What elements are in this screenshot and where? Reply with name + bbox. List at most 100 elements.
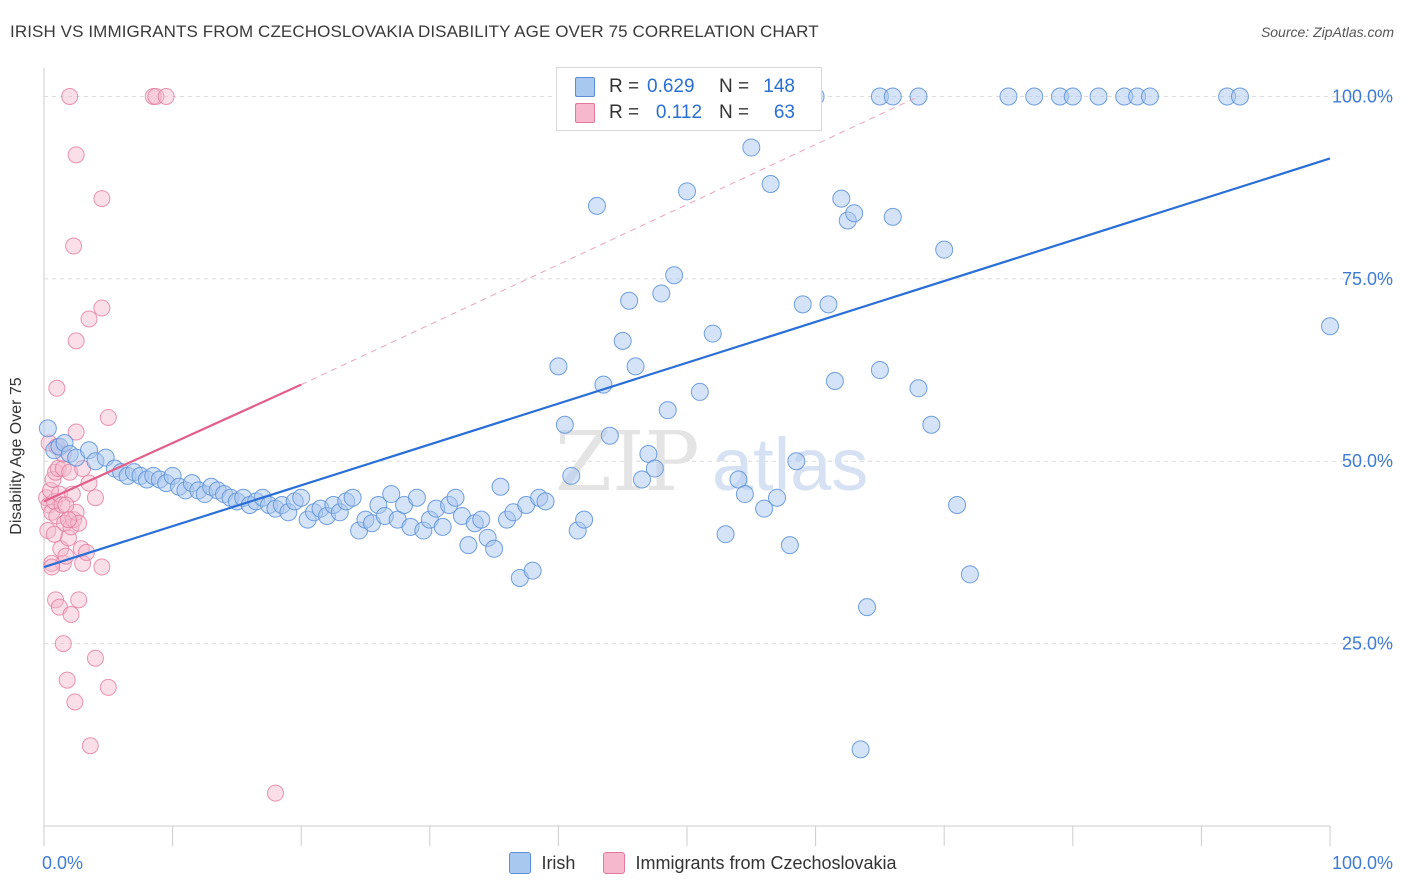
irish-point [780, 536, 799, 555]
irish-point [38, 419, 57, 438]
irish-point [703, 324, 722, 343]
irish-point [787, 452, 806, 471]
czech-point [86, 649, 104, 667]
legend-n-value-irish: 148 [763, 76, 795, 97]
irish-point [433, 517, 452, 536]
czech-point [61, 87, 79, 105]
czech-point [57, 547, 75, 565]
x-tick-label-max: 100.0% [1332, 853, 1393, 873]
y-tick-label: 100.0% [1332, 86, 1393, 106]
czech-trend-line [43, 383, 302, 503]
irish-point [555, 415, 574, 434]
irish-point [407, 488, 426, 507]
legend-n-label: N = [719, 76, 750, 97]
irish-point [909, 379, 928, 398]
irish-point [935, 240, 954, 259]
czech-point [147, 87, 165, 105]
y-tick-label: 75.0% [1342, 269, 1393, 289]
legend-n-label: N = [719, 102, 750, 123]
irish-point [832, 189, 851, 208]
irish-point [755, 499, 774, 518]
chart-title: IRISH VS IMMIGRANTS FROM CZECHOSLOVAKIA … [10, 22, 819, 41]
trend-lines [43, 96, 1331, 569]
legend-r-value-czech: 0.112 [655, 102, 703, 123]
bottom-legend-swatch-czech [603, 852, 626, 874]
irish-point [632, 470, 651, 489]
watermark-zip: ZIP [555, 415, 700, 510]
source-label: Source: ZipAtlas.com [1260, 24, 1394, 40]
czech-point [45, 525, 63, 543]
irish-point [665, 266, 684, 285]
legend-swatch-irish [575, 77, 595, 97]
legend-swatch-czech [575, 103, 595, 123]
czech-point [67, 332, 85, 350]
legend-r-value-irish: 0.629 [647, 76, 695, 97]
axes [43, 68, 1331, 846]
irish-point [292, 488, 311, 507]
czech-point [61, 463, 79, 481]
irish-point [999, 87, 1018, 106]
irish-point [1230, 87, 1249, 106]
czech-points [38, 87, 284, 802]
irish-trend-line [43, 157, 1331, 569]
czech-point [67, 423, 85, 441]
irish-point [626, 357, 645, 376]
irish-point [960, 565, 979, 584]
czech-point [53, 496, 71, 514]
irish-point [613, 331, 632, 350]
irish-point [600, 426, 619, 445]
irish-point [343, 488, 362, 507]
irish-point [575, 510, 594, 529]
irish-point [825, 371, 844, 390]
czech-point [266, 784, 284, 802]
irish-point [587, 196, 606, 215]
czech-point [62, 605, 80, 623]
irish-point [690, 382, 709, 401]
irish-point [491, 477, 510, 496]
bottom-legend-czech[interactable]: Immigrants from Czechoslovakia [603, 852, 897, 874]
irish-point [716, 525, 735, 544]
czech-point [58, 671, 76, 689]
irish-point [1063, 87, 1082, 106]
irish-point [645, 459, 664, 478]
bottom-legend-label-czech: Immigrants from Czechoslovakia [635, 852, 897, 873]
czech-point [70, 591, 88, 609]
y-tick-label: 25.0% [1342, 634, 1393, 654]
legend-r-label: R = [609, 76, 640, 97]
legend-row-czech: R = 0.112 N = 63 [575, 101, 795, 125]
irish-point [851, 740, 870, 759]
tick-labels: 25.0% 50.0% 75.0% 100.0% 0.0% 100.0% [42, 86, 1393, 873]
legend-box: R = 0.629 N = 148 R = 0.112 N = 63 [556, 67, 822, 131]
irish-point [382, 485, 401, 504]
czech-point [67, 146, 85, 164]
irish-point [658, 401, 677, 420]
irish-point [948, 496, 967, 515]
irish-point [562, 466, 581, 485]
irish-point [819, 295, 838, 314]
y-axis-label: Disability Age Over 75 [8, 377, 25, 535]
irish-point [652, 284, 671, 303]
irish-point [446, 488, 465, 507]
legend-r-label: R = [609, 102, 640, 123]
irish-point [1321, 317, 1339, 336]
irish-point [536, 492, 555, 511]
irish-point [485, 539, 504, 558]
czech-point [93, 299, 111, 317]
czech-point [59, 511, 77, 529]
bottom-legend-irish[interactable]: Irish [509, 852, 575, 874]
irish-point [883, 87, 902, 106]
irish-points [38, 87, 1339, 759]
czech-point [99, 408, 117, 426]
legend-n-value-czech: 63 [773, 102, 795, 123]
irish-point [922, 415, 941, 434]
x-tick-label-min: 0.0% [42, 853, 83, 873]
czech-point [93, 558, 111, 576]
irish-point [858, 598, 877, 617]
irish-point [768, 488, 787, 507]
irish-point [883, 207, 902, 226]
irish-point [742, 138, 761, 157]
czech-point [57, 496, 75, 514]
irish-point [523, 561, 542, 580]
grid-lines [44, 95, 1394, 645]
irish-point [1025, 87, 1044, 106]
